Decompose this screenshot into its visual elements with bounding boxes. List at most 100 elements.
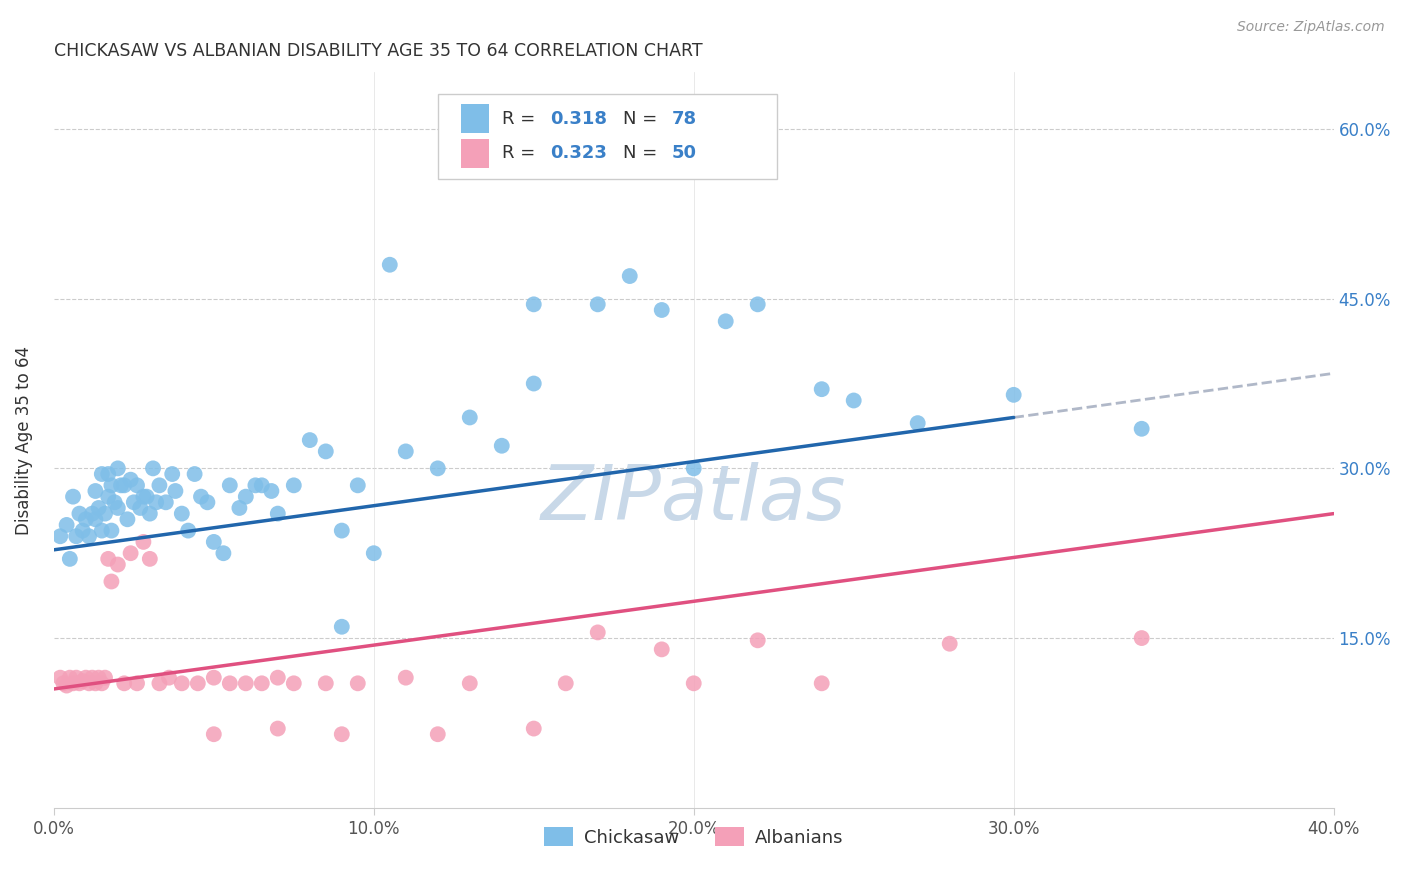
Text: N =: N = xyxy=(623,110,664,128)
Point xyxy=(165,483,187,498)
Point xyxy=(97,490,120,504)
Y-axis label: Disability Age 35 to 64: Disability Age 35 to 64 xyxy=(15,345,32,534)
Point xyxy=(187,676,209,690)
Point xyxy=(87,500,110,515)
Point xyxy=(49,671,72,685)
Text: 0.318: 0.318 xyxy=(550,110,607,128)
Point xyxy=(202,535,225,549)
Point xyxy=(190,490,212,504)
Point xyxy=(363,546,385,560)
Point xyxy=(135,490,157,504)
Point xyxy=(202,727,225,741)
Point xyxy=(395,671,418,685)
Point xyxy=(120,546,142,560)
Point xyxy=(75,671,97,685)
Text: 0.323: 0.323 xyxy=(550,145,607,162)
Point xyxy=(250,676,273,690)
Point xyxy=(245,478,267,492)
Point xyxy=(55,679,77,693)
Point xyxy=(228,500,250,515)
Point xyxy=(142,461,165,475)
Point xyxy=(378,258,401,272)
Point xyxy=(122,495,145,509)
Text: R =: R = xyxy=(502,145,541,162)
Text: N =: N = xyxy=(623,145,664,162)
Legend: Chickasaw, Albanians: Chickasaw, Albanians xyxy=(537,820,851,854)
Point xyxy=(82,507,104,521)
Point xyxy=(1130,422,1153,436)
Point xyxy=(132,490,155,504)
Point xyxy=(426,727,449,741)
Point xyxy=(395,444,418,458)
Point xyxy=(94,507,117,521)
Point xyxy=(250,478,273,492)
Point xyxy=(747,633,769,648)
Text: Source: ZipAtlas.com: Source: ZipAtlas.com xyxy=(1237,20,1385,34)
Point xyxy=(125,676,148,690)
Point xyxy=(107,558,129,572)
Point xyxy=(1130,631,1153,645)
Point xyxy=(682,676,704,690)
Point xyxy=(157,671,180,685)
Point xyxy=(148,676,170,690)
Point xyxy=(59,671,82,685)
Point xyxy=(619,268,641,283)
Point xyxy=(139,552,162,566)
Text: 78: 78 xyxy=(672,110,697,128)
Point xyxy=(523,297,546,311)
Point xyxy=(810,676,832,690)
Point xyxy=(84,483,107,498)
Point xyxy=(183,467,205,481)
Text: CHICKASAW VS ALBANIAN DISABILITY AGE 35 TO 64 CORRELATION CHART: CHICKASAW VS ALBANIAN DISABILITY AGE 35 … xyxy=(53,42,703,60)
Point xyxy=(235,676,257,690)
Point xyxy=(145,495,167,509)
Point xyxy=(267,671,290,685)
Point xyxy=(938,637,960,651)
Point xyxy=(298,433,321,447)
Point xyxy=(67,676,90,690)
Point xyxy=(330,727,353,741)
Point xyxy=(90,524,112,538)
Point xyxy=(212,546,235,560)
Point xyxy=(426,461,449,475)
Point xyxy=(346,478,368,492)
Point xyxy=(59,552,82,566)
Point xyxy=(65,671,87,685)
Point xyxy=(283,676,305,690)
Point xyxy=(586,297,609,311)
Point xyxy=(97,552,120,566)
Point xyxy=(170,507,193,521)
Point xyxy=(62,676,84,690)
Point xyxy=(260,483,283,498)
Point xyxy=(682,461,704,475)
Text: R =: R = xyxy=(502,110,541,128)
Point xyxy=(77,529,100,543)
Point xyxy=(283,478,305,492)
Point xyxy=(77,676,100,690)
Point xyxy=(100,574,122,589)
Point xyxy=(90,467,112,481)
Point xyxy=(97,467,120,481)
Point xyxy=(346,676,368,690)
Point xyxy=(218,676,240,690)
Point xyxy=(1002,388,1025,402)
Point xyxy=(125,478,148,492)
Point xyxy=(117,512,139,526)
Point xyxy=(714,314,737,328)
Point xyxy=(110,478,132,492)
Point xyxy=(267,507,290,521)
Point xyxy=(67,507,90,521)
Point xyxy=(235,490,257,504)
Point xyxy=(84,512,107,526)
Point xyxy=(523,376,546,391)
Point xyxy=(197,495,219,509)
Text: 50: 50 xyxy=(672,145,697,162)
Point xyxy=(267,722,290,736)
Point xyxy=(132,535,155,549)
Point xyxy=(651,642,673,657)
Point xyxy=(747,297,769,311)
Point xyxy=(218,478,240,492)
Point xyxy=(90,676,112,690)
FancyBboxPatch shape xyxy=(461,104,489,134)
Point xyxy=(842,393,865,408)
